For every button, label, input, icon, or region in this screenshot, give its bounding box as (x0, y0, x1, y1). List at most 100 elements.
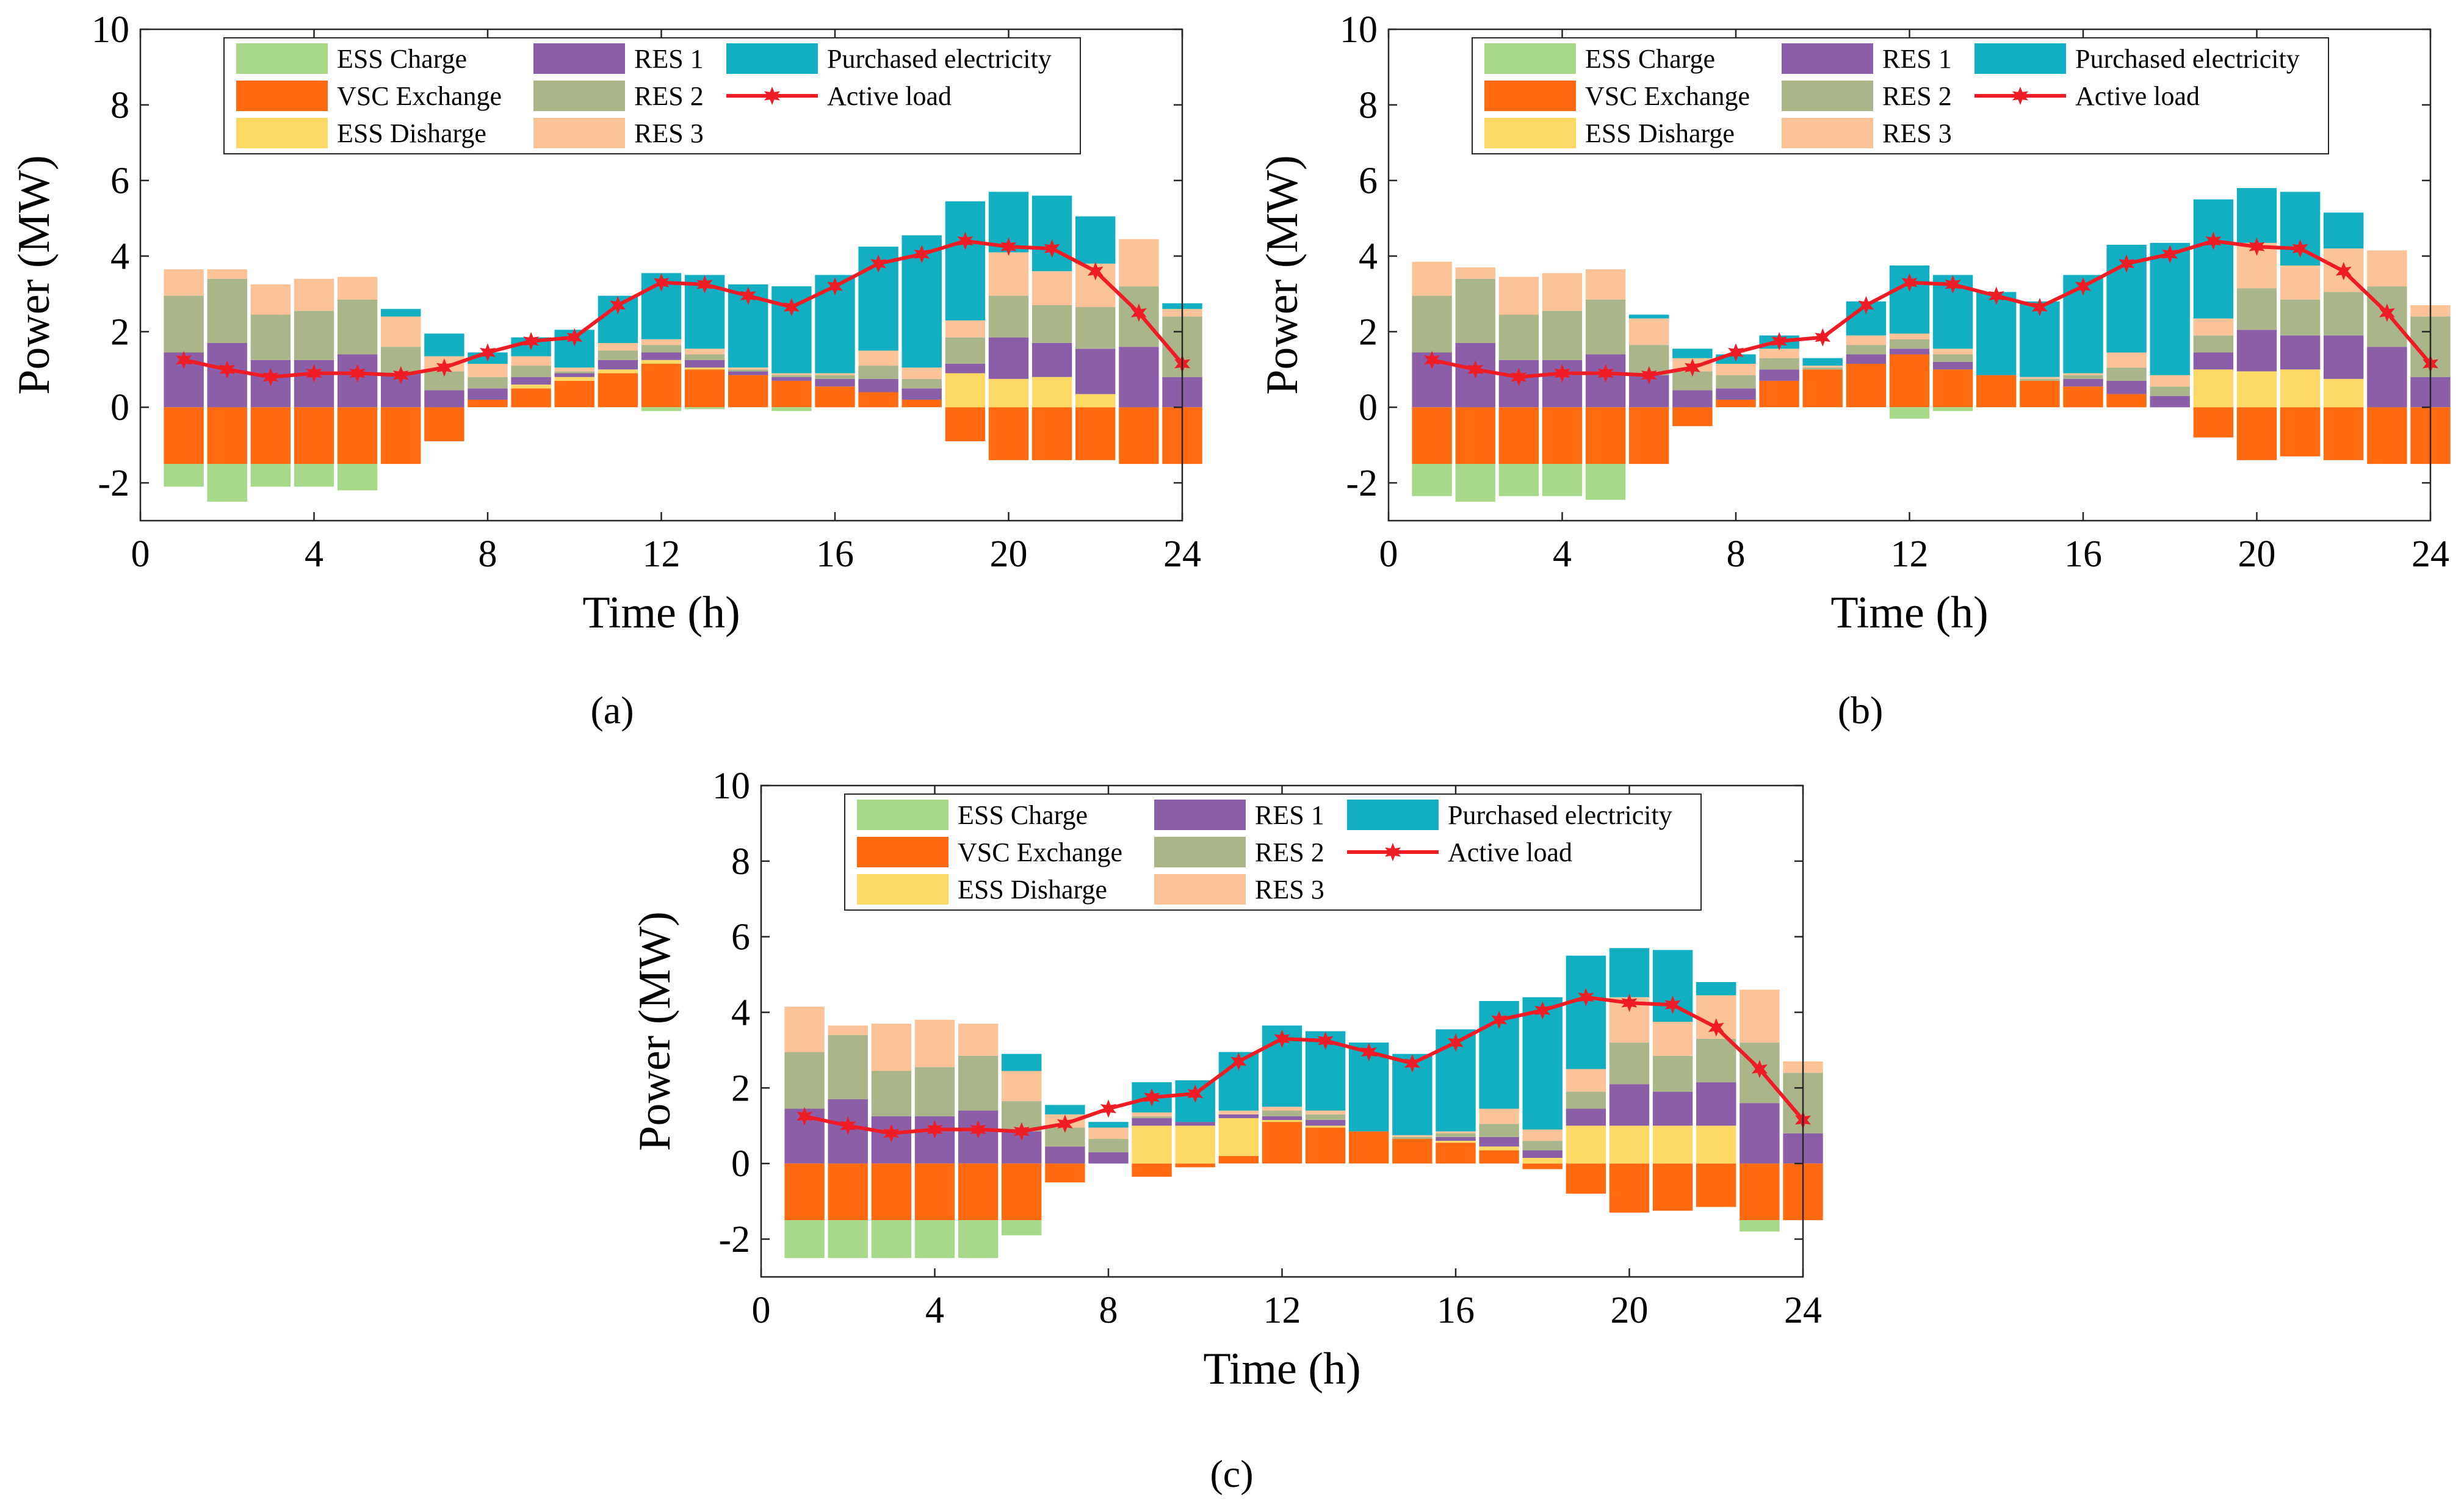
legend-label-ess-charge: ESS Charge (1585, 44, 1715, 74)
bar-vsc-exchange-h14 (1349, 1131, 1389, 1164)
bar-ess-charge-h15 (771, 407, 812, 411)
bar-res-1-h8 (468, 388, 508, 400)
legend-label-active-load: Active load (1448, 837, 1572, 867)
legend-item-res-2: RES 2 (533, 81, 704, 111)
bar-res-1-h8 (1088, 1152, 1129, 1164)
legend-label-active-load: Active load (2075, 81, 2200, 111)
bar-res-2-h1 (164, 295, 204, 353)
y-axis-title: Power (MW) (1257, 155, 1307, 395)
bar-ess-charge-h4 (294, 464, 334, 487)
bar-res-2-h13 (1305, 1114, 1346, 1120)
legend-swatch-ess-disharge (1484, 118, 1576, 148)
active-load-point-h19 (1578, 988, 1594, 1006)
active-load-point-h9 (1144, 1088, 1160, 1107)
active-load-point-h23 (1130, 303, 1147, 322)
active-load-point-h8 (480, 343, 496, 362)
bar-res-3-h20 (988, 252, 1029, 296)
bar-res-2-h3 (1498, 314, 1539, 360)
y-tick-label: 6 (731, 917, 750, 958)
legend-item-ess-charge: ESS Charge (857, 800, 1088, 830)
bar-vsc-exchange-h15 (771, 380, 812, 408)
bar-ess-charge-h3 (1498, 464, 1539, 496)
active-load-point-h1 (797, 1107, 813, 1126)
bar-ess-disharge-h18 (1522, 1157, 1563, 1164)
caption-c: (c) (1210, 1452, 1253, 1495)
bar-vsc-exchange-h17 (1479, 1150, 1519, 1164)
active-load-point-h7 (1057, 1115, 1073, 1133)
active-load-point-h17 (870, 254, 887, 273)
bar-res-3-h17 (858, 350, 898, 366)
bar-res-1-h12 (641, 352, 682, 360)
active-load-point-h18 (1534, 1001, 1551, 1020)
bar-res-2-h13 (1932, 354, 1973, 362)
bar-res-1-h10 (1175, 1122, 1215, 1126)
bar-vsc-exchange-h10 (1802, 369, 1843, 408)
bar-ess-charge-h4 (914, 1220, 955, 1258)
bar-res-2-h17 (858, 366, 898, 379)
bar-purchased-electricity-h19 (2193, 199, 2234, 319)
bar-res-2-h12 (1262, 1110, 1302, 1116)
bar-res-1-h23 (2367, 347, 2407, 408)
legend-item-active-load: Active load (1974, 81, 2200, 111)
active-load-point-h5 (1597, 364, 1614, 383)
bar-vsc-exchange-h19 (945, 407, 986, 441)
bar-res-1-h10 (554, 373, 594, 377)
bar-res-3-h11 (1846, 335, 1887, 345)
active-load-line (183, 239, 1184, 379)
bar-res-1-h16 (2063, 378, 2103, 387)
active-load-point-h11 (1858, 296, 1874, 314)
bar-res-3-h13 (684, 349, 725, 355)
bar-res-3-h8 (468, 364, 508, 377)
x-tick-label: 12 (643, 533, 681, 575)
bar-res-3-h12 (1889, 333, 1930, 339)
active-load-point-h9 (1771, 331, 1788, 350)
x-axis-title: Time (h) (1830, 588, 1988, 638)
bar-res-1-h21 (1031, 343, 1072, 377)
bar-res-3-h8 (1716, 364, 1756, 375)
bar-res-3-h16 (815, 373, 855, 375)
bar-vsc-exchange-h1 (1412, 407, 1452, 464)
legend-item-active-load: Active load (726, 81, 952, 111)
bar-res-2-h10 (1802, 367, 1843, 370)
bar-purchased-electricity-h6 (381, 309, 421, 317)
y-tick-label: 0 (1359, 387, 1378, 428)
bar-vsc-exchange-h5 (337, 407, 378, 464)
legend-label-res-2: RES 2 (1882, 81, 1952, 111)
active-load-point-h15 (783, 298, 800, 317)
y-tick-label: 4 (110, 236, 129, 278)
bar-vsc-exchange-h15 (2020, 380, 2060, 408)
active-load-point-h6 (392, 366, 409, 385)
bar-ess-charge-h6 (1002, 1220, 1042, 1235)
y-tick-label: 0 (731, 1143, 750, 1185)
bar-res-1-h20 (1609, 1084, 1650, 1126)
active-load-line (1431, 239, 2432, 379)
legend-label-ess-charge: ESS Charge (337, 44, 467, 74)
legend-swatch-res-1 (533, 43, 625, 74)
bar-ess-disharge-h21 (2280, 369, 2321, 408)
legend-swatch-ess-charge (857, 800, 948, 830)
bar-purchased-electricity-h22 (1696, 982, 1736, 996)
bar-ess-charge-h12 (1889, 407, 1930, 419)
legend-swatch-vsc-exchange (236, 81, 328, 111)
bar-vsc-exchange-h21 (1031, 407, 1072, 460)
active-load-point-h9 (523, 331, 540, 350)
y-tick-label: 10 (1340, 9, 1378, 51)
bar-res-2-h21 (1652, 1055, 1693, 1092)
bar-ess-charge-h13 (1932, 407, 1973, 411)
bar-vsc-exchange-h2 (828, 1163, 868, 1221)
bar-res-2-h9 (511, 366, 551, 377)
bar-res-1-h7 (424, 390, 464, 408)
bar-res-2-h5 (337, 299, 378, 355)
active-load-point-h18 (914, 245, 930, 264)
active-load-point-h14 (740, 286, 756, 305)
legend-box (1472, 37, 2329, 154)
active-load-point-h12 (1274, 1029, 1290, 1048)
active-load-point-h7 (1684, 358, 1700, 377)
bar-res-3-h1 (164, 269, 204, 296)
bar-ess-disharge-h10 (1175, 1126, 1215, 1164)
active-load-line (804, 995, 1805, 1135)
legend-item-purchased-electricity: Purchased electricity (1347, 800, 1672, 830)
bar-res-3-h23 (1119, 239, 1159, 287)
